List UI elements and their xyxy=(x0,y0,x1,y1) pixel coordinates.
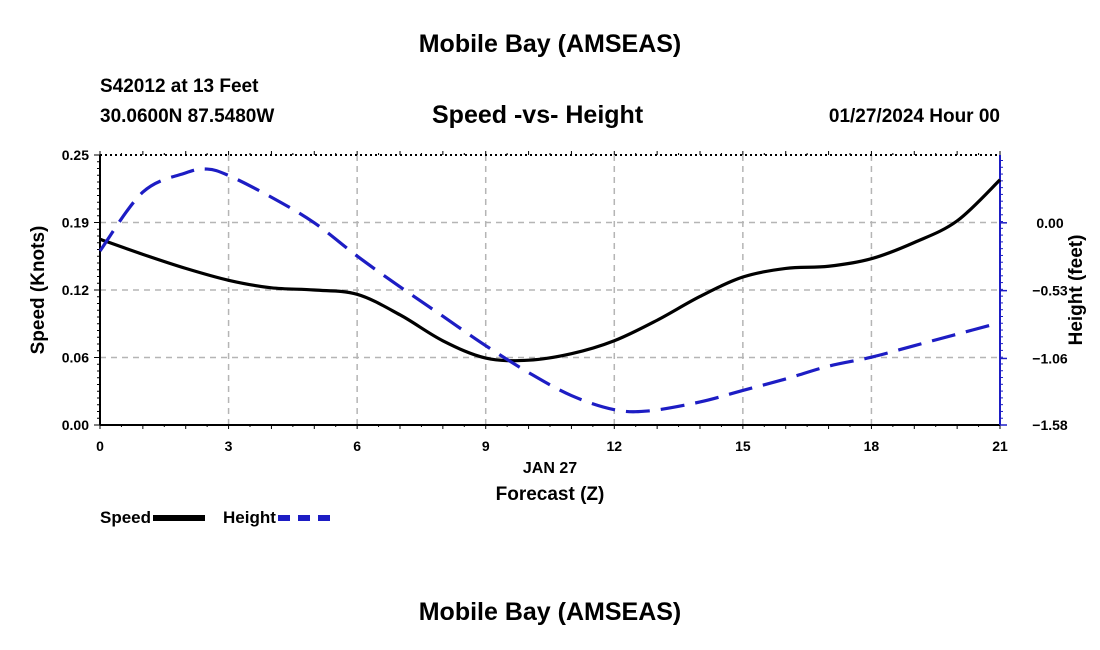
chart-title: Speed -vs- Height xyxy=(432,101,644,129)
station-label: S42012 at 13 Feet xyxy=(100,76,259,97)
x-tick-label: 21 xyxy=(992,438,1008,454)
y2-axis-title: Height (feet) xyxy=(1066,235,1087,346)
legend-speed-label: Speed xyxy=(100,508,152,527)
x-axis-date-label: JAN 27 xyxy=(523,460,577,477)
y-axis-title: Speed (Knots) xyxy=(28,226,49,355)
chart: 0 3 6 9 12 15 18 21 0.00 0.06 0.12 0.19 0.25 −1.58 −1.… xyxy=(28,147,1087,505)
x-tick-label: 9 xyxy=(482,438,490,454)
y2-tick-label: −1.58 xyxy=(1032,417,1068,433)
y2-tick-label: 0.00 xyxy=(1036,215,1063,231)
y-tick-label: 0.12 xyxy=(62,282,89,298)
y-tick-label: 0.06 xyxy=(62,350,89,366)
series-line-speed xyxy=(99,178,1002,363)
y-tick-label: 0.00 xyxy=(62,417,89,433)
y2-tick-label: −0.53 xyxy=(1032,283,1068,299)
legend-height-swatch xyxy=(277,515,330,521)
legend-speed: Speed xyxy=(100,508,206,528)
y-tick-label: 0.19 xyxy=(62,215,89,231)
y-tick-label: 0.25 xyxy=(62,147,89,163)
datetime-label: 01/27/2024 Hour 00 xyxy=(828,106,1000,127)
main-title: Mobile Bay (AMSEAS) xyxy=(418,30,682,58)
x-axis-title: Forecast (Z) xyxy=(496,484,605,505)
bottom-title: Mobile Bay (AMSEAS) xyxy=(418,598,682,626)
x-tick-label: 15 xyxy=(735,438,751,454)
legend: Speed Height xyxy=(100,508,348,528)
legend-height: Height xyxy=(223,508,330,528)
x-tick-label: 0 xyxy=(96,438,104,454)
x-tick-label: 3 xyxy=(225,438,233,454)
y2-tick-label: −1.06 xyxy=(1032,350,1068,366)
coordinates-label: 30.0600N 87.5480W xyxy=(100,106,275,127)
series-line-height xyxy=(98,167,1001,414)
x-tick-label: 12 xyxy=(606,438,622,454)
legend-height-label: Height xyxy=(223,508,276,527)
x-tick-label: 18 xyxy=(864,438,880,454)
legend-speed-swatch xyxy=(153,515,206,521)
x-tick-label: 6 xyxy=(353,438,361,454)
